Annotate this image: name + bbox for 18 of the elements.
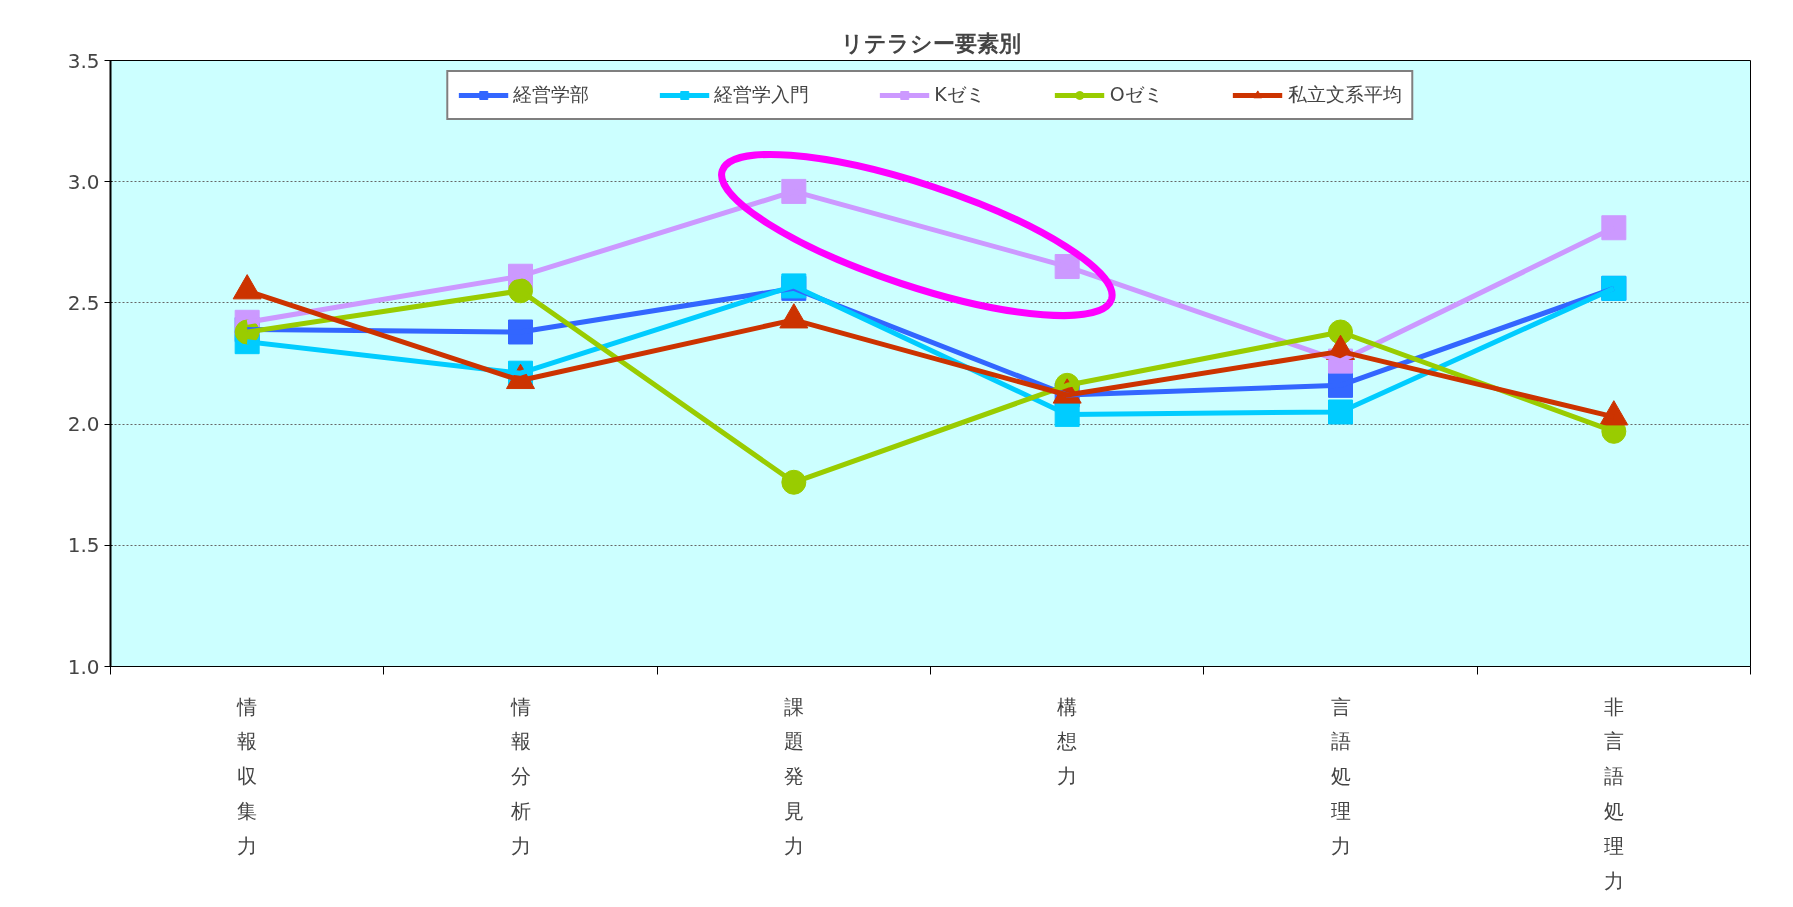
y-tick-label: 1.5: [67, 533, 100, 558]
legend-label: Oゼミ: [1109, 82, 1163, 107]
x-tick-label: 言語処理力: [1330, 694, 1351, 858]
y-tick-label: 2.5: [67, 290, 100, 315]
chart-title: リテラシー要素別: [840, 30, 1021, 56]
x-tick-label: 非言語処理力: [1603, 694, 1624, 893]
legend-label: 私立文系平均: [1287, 82, 1402, 107]
y-tick-label: 3.5: [67, 48, 100, 73]
legend-label: 経営学部: [513, 82, 590, 107]
x-tick-label: 情報分析力: [509, 694, 531, 858]
y-tick-label: 2.0: [67, 412, 100, 437]
legend-label: 経営学入門: [714, 82, 810, 107]
legend-label: Kゼミ: [934, 82, 985, 107]
y-tick-label: 3.0: [67, 169, 100, 194]
y-tick-label: 1.0: [67, 654, 100, 679]
x-tick-label: 構想力: [1056, 694, 1078, 789]
x-tick-label: 情報収集力: [236, 694, 258, 858]
x-tick-label: 課題発見力: [783, 694, 804, 858]
